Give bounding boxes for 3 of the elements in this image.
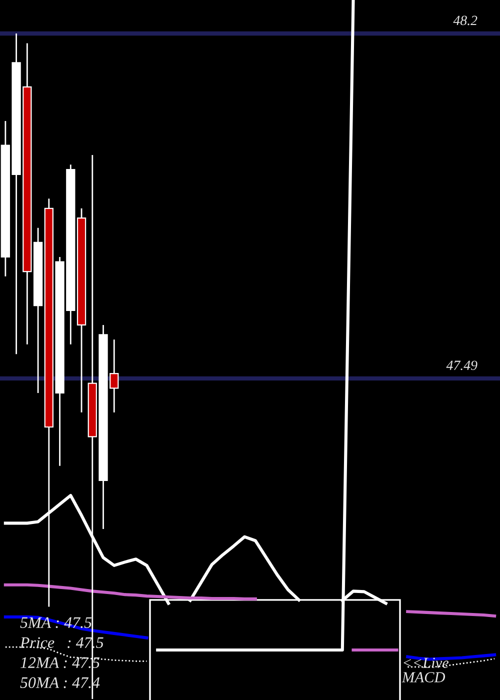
- ref-line-label: 47.49: [446, 360, 478, 370]
- annotation: <<Live MACD: [402, 658, 449, 682]
- ref-line-label: 48.2: [453, 16, 478, 26]
